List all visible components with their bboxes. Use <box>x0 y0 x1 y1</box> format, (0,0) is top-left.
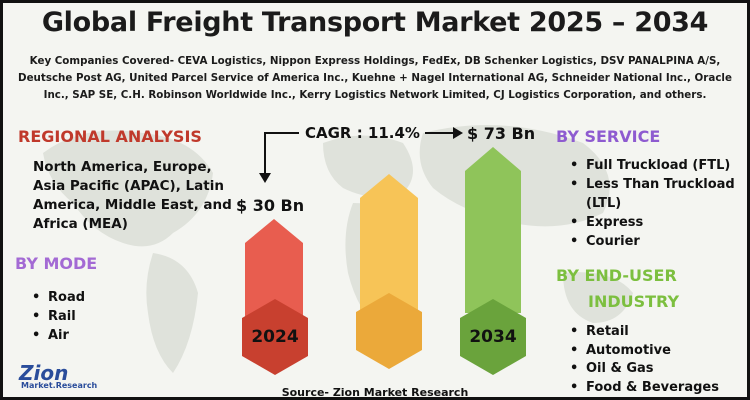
regional-analysis-heading: REGIONAL ANALYSIS <box>18 127 202 146</box>
bar-2024 <box>245 219 303 333</box>
end-user-heading-line2: INDUSTRY <box>588 292 680 311</box>
bar-middle <box>360 174 418 313</box>
list-item: Rail <box>30 307 85 326</box>
start-value-label: $ 30 Bn <box>236 196 305 215</box>
end-user-heading-line1: BY END-USER <box>556 266 677 285</box>
service-list: Full Truckload (FTL) Less Than Truckload… <box>568 156 743 251</box>
list-item: Express <box>568 213 743 232</box>
regional-analysis-text: North America, Europe, Asia Pacific (APA… <box>33 159 232 232</box>
list-item: Road <box>30 288 85 307</box>
year-2034-label: 2034 <box>469 327 517 347</box>
mode-list: Road Rail Air <box>30 288 85 345</box>
zion-logo: Zion Market.Research <box>15 361 97 393</box>
page-title: Global Freight Transport Market 2025 – 2… <box>41 7 709 38</box>
cagr-label: CAGR : 11.4% <box>305 124 420 142</box>
list-item: Full Truckload (FTL) <box>568 156 743 175</box>
by-mode-heading: BY MODE <box>15 254 98 273</box>
cagr-down-arrowhead <box>259 173 271 183</box>
hex-2024 <box>242 299 308 375</box>
cagr-down-arrow <box>264 132 299 175</box>
growth-bars-graphic <box>242 127 526 375</box>
bar-2034 <box>465 147 521 313</box>
list-item: Courier <box>568 232 743 251</box>
end-value-label: $ 73 Bn <box>467 124 536 143</box>
key-companies-text: Key Companies Covered- CEVA Logistics, N… <box>18 55 732 101</box>
by-service-heading: BY SERVICE <box>556 127 661 146</box>
logo-subtitle: Market.Research <box>21 381 98 390</box>
list-item: Air <box>30 326 85 345</box>
source-text: Source- Zion Market Research <box>281 386 469 399</box>
hex-middle <box>356 293 422 369</box>
hex-2034 <box>460 299 526 375</box>
list-item: Oil & Gas <box>568 360 719 379</box>
year-2024-label: 2024 <box>251 327 299 347</box>
list-item: Food & Beverages <box>568 379 719 398</box>
by-end-user-heading: BY END-USER INDUSTRY <box>556 263 679 315</box>
end-user-list: Retail Automotive Oil & Gas Food & Bever… <box>568 323 719 397</box>
list-item: Retail <box>568 323 719 342</box>
list-item: Less Than Truckload (LTL) <box>568 175 743 213</box>
cagr-right-arrowhead <box>453 127 463 139</box>
list-item: Automotive <box>568 342 719 361</box>
logo-name: Zion <box>19 361 69 385</box>
